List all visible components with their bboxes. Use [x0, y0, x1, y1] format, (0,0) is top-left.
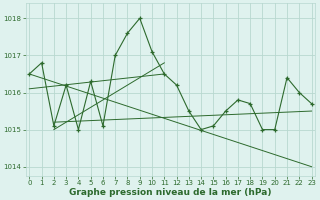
X-axis label: Graphe pression niveau de la mer (hPa): Graphe pression niveau de la mer (hPa): [69, 188, 272, 197]
